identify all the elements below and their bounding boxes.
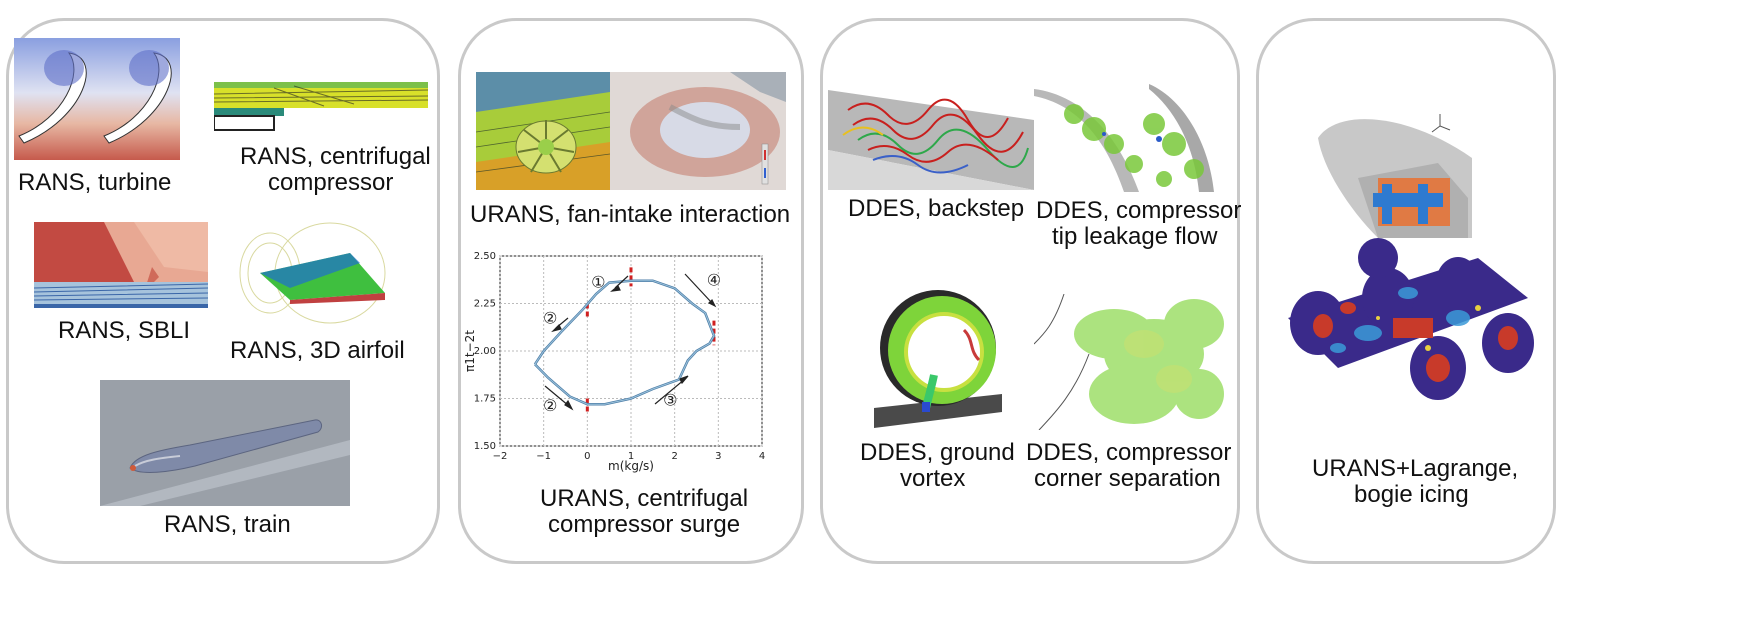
ddes-vortex-caption-1: DDES, ground <box>860 439 1015 466</box>
turbine-image <box>14 38 180 160</box>
rans-centrifugal-caption-1: RANS, centrifugal <box>240 143 431 170</box>
rans-centrifugal-caption-2: compressor <box>268 169 394 196</box>
x-tick-label: 0 <box>584 451 590 462</box>
airfoil-image <box>230 208 390 330</box>
rans-train-caption: RANS, train <box>164 511 291 538</box>
x-axis-label: m(kg/s) <box>608 459 654 473</box>
corner-separation-image <box>1034 294 1226 430</box>
x-tick-label: 3 <box>715 451 721 462</box>
lagrange-caption-1: URANS+Lagrange, <box>1312 455 1519 482</box>
y-axis-label: π1t−2t <box>463 330 477 372</box>
y-tick-label: 2.25 <box>474 299 496 310</box>
ddes-vortex-caption-2: vortex <box>900 465 966 492</box>
ddes-tip-caption-1: DDES, compressor <box>1036 197 1242 224</box>
rans-sbli-caption: RANS, SBLI <box>58 317 191 344</box>
x-tick-label: 2 <box>671 451 677 462</box>
x-tick-label: −1 <box>536 451 551 462</box>
y-tick-label: 1.50 <box>474 441 496 452</box>
ground-vortex-image <box>874 290 1002 428</box>
rans-turbine-caption: RANS, turbine <box>18 169 172 196</box>
surge-chart: −2 −1 0 1 2 3 4 1.50 1.75 2.00 2.25 2.50 ① ② ② ③ ④ m(kg… <box>460 246 780 480</box>
ddes-corner-caption-2: corner separation <box>1034 465 1221 492</box>
rans-airfoil-caption: RANS, 3D airfoil <box>230 337 405 364</box>
phase-marker: ③ <box>663 390 677 409</box>
y-tick-label: 2.00 <box>474 346 496 357</box>
x-tick-label: 4 <box>759 451 765 462</box>
fan-intake-image-right <box>610 72 786 190</box>
urans-fan-intake-caption: URANS, fan-intake interaction <box>470 201 791 228</box>
train-image <box>100 380 350 506</box>
ddes-backstep-caption: DDES, backstep <box>848 195 1025 222</box>
y-tick-label: 1.75 <box>474 394 496 405</box>
fan-intake-image-left <box>476 72 610 190</box>
sbli-image <box>34 222 208 308</box>
tip-leakage-image <box>1034 84 1230 192</box>
x-tick-label: −2 <box>493 451 508 462</box>
backstep-image <box>828 90 1034 190</box>
phase-marker: ② <box>543 309 557 328</box>
series-line-inner <box>534 280 715 405</box>
bogie-cavity-image <box>1318 108 1472 238</box>
lagrange-caption-2: bogie icing <box>1354 481 1469 508</box>
surge-chart-svg: −2 −1 0 1 2 3 4 1.50 1.75 2.00 2.25 2.50 ① ② ② ③ ④ m(kg… <box>463 251 765 473</box>
urans-surge-caption-2: compressor surge <box>548 511 741 538</box>
x-tick-label: 1 <box>628 451 634 462</box>
phase-marker: ② <box>543 396 557 415</box>
centrifugal-image <box>214 80 428 132</box>
phase-marker: ④ <box>707 271 721 290</box>
urans-surge-caption-1: URANS, centrifugal <box>540 485 749 512</box>
phase-marker: ① <box>591 273 605 292</box>
y-tick-label: 2.50 <box>474 251 496 262</box>
ddes-corner-caption-1: DDES, compressor <box>1026 439 1232 466</box>
ddes-tip-caption-2: tip leakage flow <box>1052 223 1218 250</box>
bogie-icing-image <box>1278 238 1536 412</box>
